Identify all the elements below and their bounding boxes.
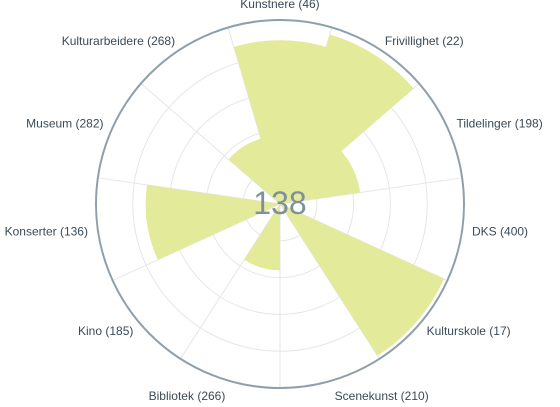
outer-ring [95,19,465,389]
category-label-2: Frivillighet (22) [385,34,464,48]
sector-7 [244,204,280,271]
category-label-10: Museum (282) [26,116,103,130]
grid-spoke-11 [140,83,281,205]
category-label-1: Kunstnere (46) [240,0,319,11]
category-label-3: Tildelinger (198) [456,116,542,130]
sector-5 [280,204,445,356]
category-label-11: Kulturarbeidere (268) [62,34,175,48]
outer-ring-layer [95,19,465,389]
category-label-4: DKS (400) [472,225,528,239]
sector-3 [280,150,361,204]
sectors [145,34,445,356]
center-value: 138 [253,185,306,221]
sector-9 [145,184,280,260]
grid-spoke-6 [279,203,380,360]
category-label-9: Konserter (136) [5,225,88,239]
sector-1 [233,40,327,205]
category-labels: Kunstnere (46) Frivillighet (22) Tildeling… [5,0,543,403]
category-label-8: Kino (185) [78,324,133,338]
category-label-6: Scenekunst (210) [335,389,429,403]
category-label-7: Bibliotek (266) [149,389,226,403]
category-label-5: Kulturskole (17) [427,324,511,338]
sector-11 [228,138,280,204]
sector-2 [280,34,414,204]
